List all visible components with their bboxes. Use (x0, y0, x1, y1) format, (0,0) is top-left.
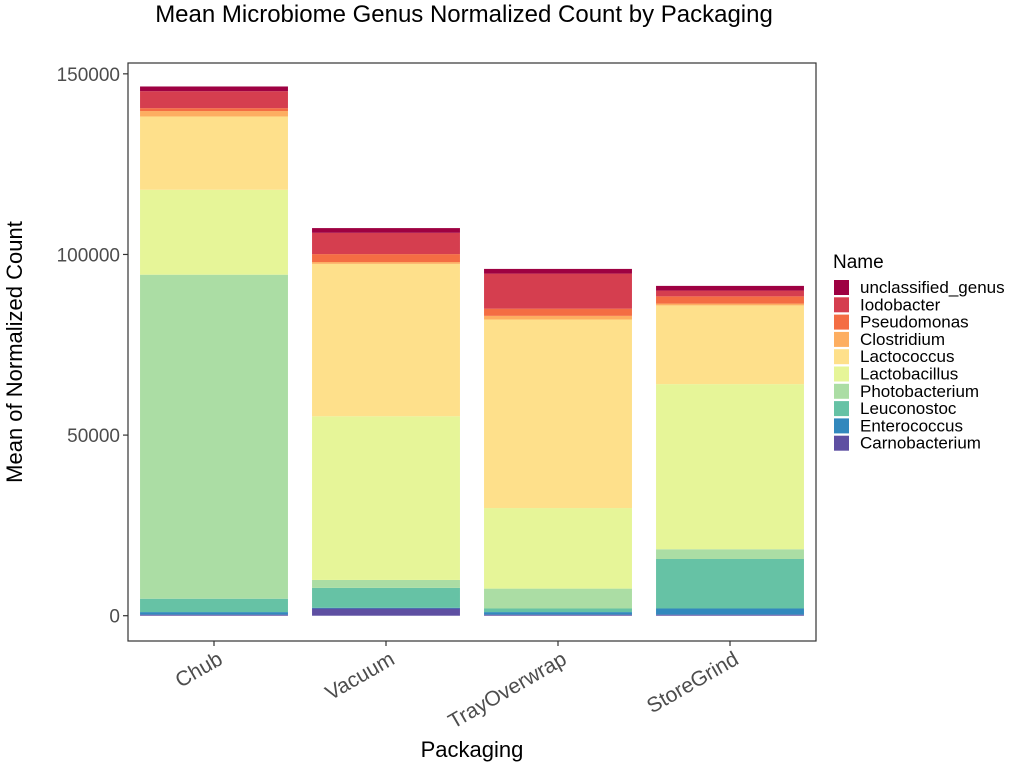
legend-swatch-lactococcus (834, 349, 849, 365)
chart-title: Mean Microbiome Genus Normalized Count b… (155, 1, 773, 28)
bar-segment-chub-iodobacter (140, 91, 288, 109)
x-tick-label-storegrind: StoreGrind (643, 647, 742, 718)
legend-title: Name (833, 252, 884, 273)
bar-segment-trayoverwrap-iodobacter (484, 273, 632, 309)
bar-segment-chub-enterococcus (140, 612, 288, 615)
bar-segment-chub-photobacterium (140, 274, 288, 599)
x-tick-label-vacuum: Vacuum (322, 647, 399, 705)
legend-label-lactococcus: Lactococcus (860, 347, 955, 366)
plot-panel-border (127, 62, 817, 642)
legend-label-iodobacter: Iodobacter (860, 295, 941, 314)
bar-segment-vacuum-pseudomonas (312, 254, 460, 263)
legend: Name unclassified_genusIodobacterPseudom… (833, 252, 1005, 453)
bar-segment-chub-carnobacterium (140, 614, 288, 616)
bar-segment-vacuum-lactococcus (312, 263, 460, 417)
bar-segment-chub-lactobacillus (140, 189, 288, 275)
legend-label-lactobacillus: Lactobacillus (860, 365, 958, 384)
bar-segment-storegrind-leuconostoc (656, 559, 804, 609)
bar-segment-trayoverwrap-lactobacillus (484, 508, 632, 589)
bar-segment-vacuum-iodobacter (312, 232, 460, 255)
bar-segment-trayoverwrap-lactococcus (484, 319, 632, 509)
legend-label-carnobacterium: Carnobacterium (860, 434, 981, 453)
bar-segment-vacuum-unclassified-genus (312, 228, 460, 233)
legend-swatch-leuconostoc (834, 401, 849, 417)
bar-segment-trayoverwrap-pseudomonas (484, 308, 632, 316)
y-tick-label: 50000 (67, 426, 120, 447)
legend-label-clostridium: Clostridium (860, 330, 945, 349)
bar-segment-vacuum-leuconostoc (312, 587, 460, 608)
legend-label-enterococcus: Enterococcus (860, 416, 963, 435)
bar-segment-trayoverwrap-enterococcus (484, 612, 632, 615)
legend-label-pseudomonas: Pseudomonas (860, 313, 969, 332)
bar-segment-chub-leuconostoc (140, 598, 288, 613)
bar-segment-storegrind-photobacterium (656, 549, 804, 559)
legend-label-unclassified-genus: unclassified_genus (860, 278, 1005, 297)
legend-swatch-lactobacillus (834, 366, 849, 382)
bar-segment-trayoverwrap-clostridium (484, 315, 632, 320)
bar-segment-vacuum-enterococcus (312, 607, 460, 609)
bar-segment-trayoverwrap-photobacterium (484, 588, 632, 609)
y-tick-label: 150000 (57, 65, 120, 86)
bar-segment-storegrind-unclassified-genus (656, 285, 804, 291)
y-tick-label: 100000 (57, 245, 120, 266)
x-axis-title: Packaging (421, 737, 524, 762)
bar-segment-chub-clostridium (140, 111, 288, 117)
bar-segment-vacuum-lactobacillus (312, 416, 460, 580)
bar-segment-trayoverwrap-leuconostoc (484, 608, 632, 613)
bar-segment-vacuum-photobacterium (312, 579, 460, 588)
legend-swatch-iodobacter (834, 297, 849, 313)
legend-swatch-unclassified-genus (834, 280, 849, 295)
x-tick-label-trayoverwrap: TrayOverwrap (444, 647, 570, 733)
legend-swatch-enterococcus (834, 418, 849, 434)
bar-segment-storegrind-lactobacillus (656, 384, 804, 550)
legend-label-photobacterium: Photobacterium (860, 382, 979, 401)
bar-segment-vacuum-carnobacterium (312, 608, 460, 616)
y-axis: 0 50000 100000 150000 (57, 65, 128, 628)
y-tick-label: 0 (109, 607, 120, 628)
legend-swatch-pseudomonas (834, 314, 849, 330)
bar-segment-chub-unclassified-genus (140, 86, 288, 92)
bars-layer (140, 86, 804, 616)
legend-swatch-photobacterium (834, 383, 849, 399)
bar-segment-storegrind-pseudomonas (656, 296, 804, 304)
bar-segment-storegrind-enterococcus (656, 608, 804, 615)
bar-segment-storegrind-lactococcus (656, 305, 804, 385)
x-axis: Chub Vacuum TrayOverwrap StoreGrind (172, 641, 743, 733)
bar-segment-vacuum-clostridium (312, 262, 460, 264)
x-tick-label-chub: Chub (172, 647, 227, 692)
legend-label-leuconostoc: Leuconostoc (860, 399, 957, 418)
bar-segment-storegrind-iodobacter (656, 290, 804, 297)
bar-segment-chub-pseudomonas (140, 108, 288, 112)
bar-segment-storegrind-clostridium (656, 303, 804, 306)
bar-segment-chub-lactococcus (140, 116, 288, 190)
y-axis-title: Mean of Normalized Count (2, 221, 27, 483)
legend-swatch-clostridium (834, 331, 849, 347)
legend-swatch-carnobacterium (834, 435, 849, 451)
bar-segment-trayoverwrap-unclassified-genus (484, 268, 632, 274)
bar-segment-trayoverwrap-carnobacterium (484, 614, 632, 616)
bar-segment-storegrind-carnobacterium (656, 614, 804, 616)
